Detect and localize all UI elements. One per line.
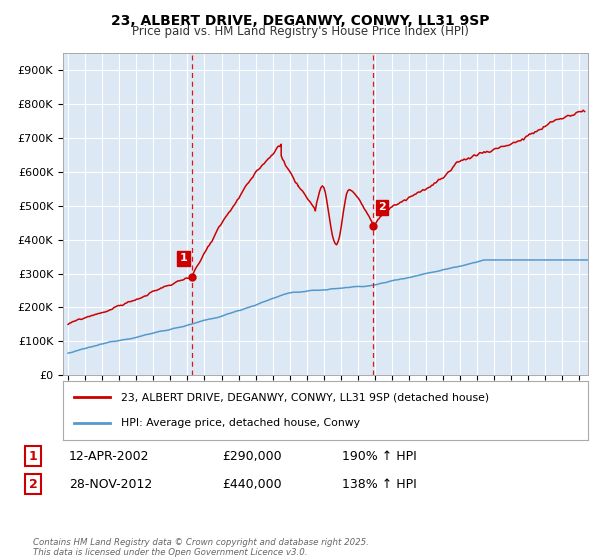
Text: Price paid vs. HM Land Registry's House Price Index (HPI): Price paid vs. HM Land Registry's House … bbox=[131, 25, 469, 38]
Text: £440,000: £440,000 bbox=[222, 478, 281, 491]
Text: HPI: Average price, detached house, Conwy: HPI: Average price, detached house, Conw… bbox=[121, 418, 360, 428]
Text: 23, ALBERT DRIVE, DEGANWY, CONWY, LL31 9SP (detached house): 23, ALBERT DRIVE, DEGANWY, CONWY, LL31 9… bbox=[121, 392, 489, 402]
Text: 23, ALBERT DRIVE, DEGANWY, CONWY, LL31 9SP: 23, ALBERT DRIVE, DEGANWY, CONWY, LL31 9… bbox=[111, 14, 489, 28]
Text: 2: 2 bbox=[29, 478, 37, 491]
Text: Contains HM Land Registry data © Crown copyright and database right 2025.
This d: Contains HM Land Registry data © Crown c… bbox=[33, 538, 369, 557]
Text: 12-APR-2002: 12-APR-2002 bbox=[69, 450, 149, 463]
Text: 190% ↑ HPI: 190% ↑ HPI bbox=[342, 450, 417, 463]
Text: 138% ↑ HPI: 138% ↑ HPI bbox=[342, 478, 417, 491]
Text: 1: 1 bbox=[180, 253, 188, 263]
Text: 28-NOV-2012: 28-NOV-2012 bbox=[69, 478, 152, 491]
Text: 2: 2 bbox=[378, 202, 386, 212]
Text: £290,000: £290,000 bbox=[222, 450, 281, 463]
Text: 1: 1 bbox=[29, 450, 37, 463]
